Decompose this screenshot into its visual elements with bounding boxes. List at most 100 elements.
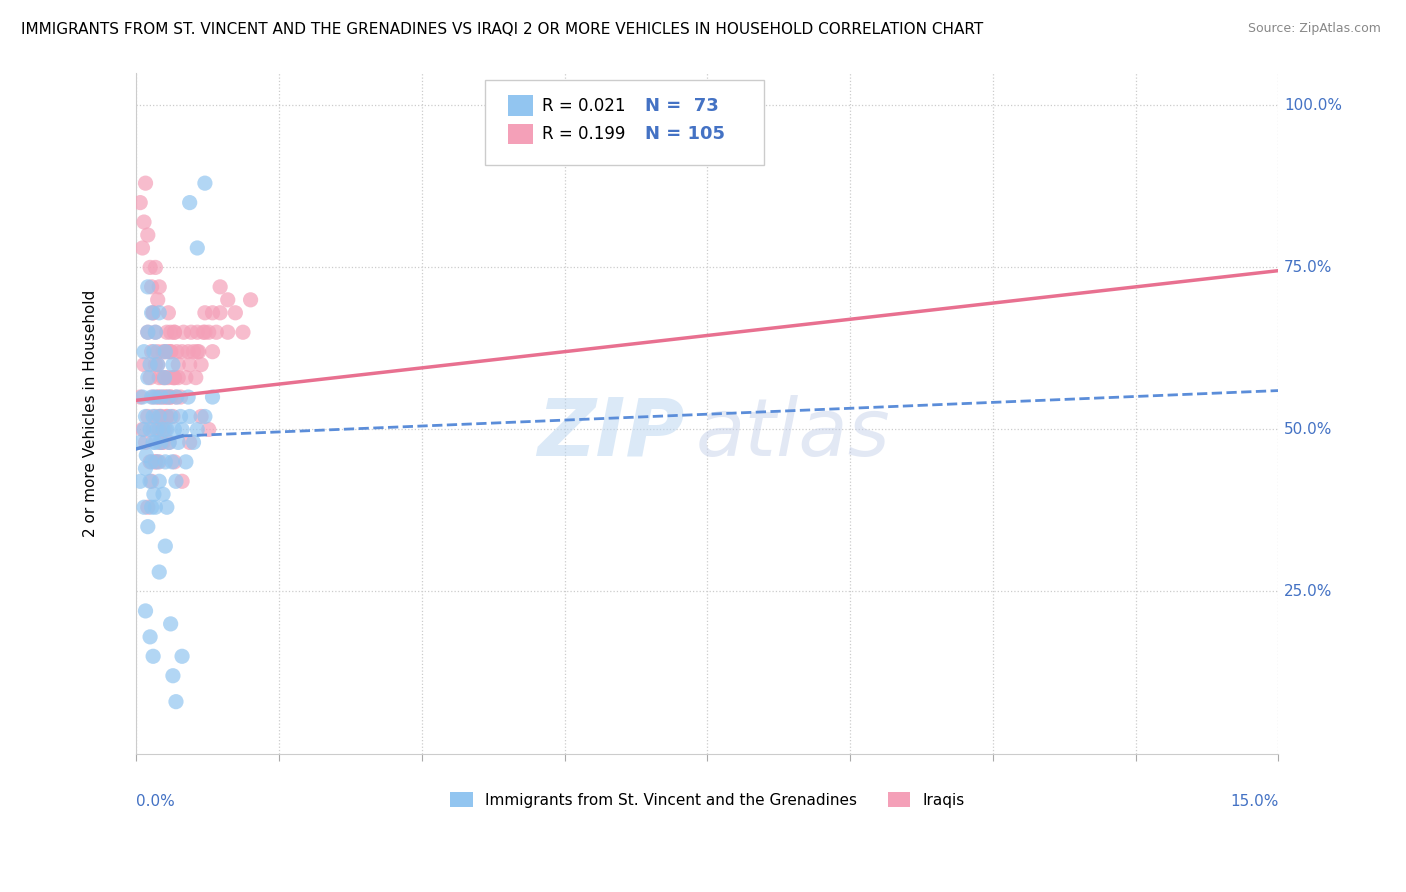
Point bbox=[142, 422, 165, 436]
Point bbox=[146, 358, 169, 372]
Point bbox=[157, 370, 180, 384]
Point bbox=[135, 409, 157, 424]
Text: 75.0%: 75.0% bbox=[1284, 260, 1333, 275]
Point bbox=[145, 500, 167, 515]
FancyBboxPatch shape bbox=[508, 124, 533, 145]
Point bbox=[190, 409, 212, 424]
Point bbox=[209, 306, 232, 320]
Point bbox=[136, 409, 159, 424]
FancyBboxPatch shape bbox=[485, 79, 765, 165]
Text: 15.0%: 15.0% bbox=[1230, 795, 1278, 809]
Point bbox=[145, 409, 167, 424]
Point bbox=[146, 455, 169, 469]
Point bbox=[190, 358, 212, 372]
Point bbox=[166, 390, 188, 404]
Point bbox=[209, 280, 232, 294]
Point bbox=[156, 409, 179, 424]
Point bbox=[149, 435, 172, 450]
Point bbox=[156, 390, 179, 404]
Text: 100.0%: 100.0% bbox=[1284, 98, 1343, 113]
Point bbox=[145, 455, 167, 469]
Point bbox=[187, 344, 209, 359]
Point bbox=[148, 280, 170, 294]
Point bbox=[142, 409, 165, 424]
Point bbox=[186, 325, 208, 339]
Point bbox=[139, 370, 162, 384]
Point bbox=[135, 461, 157, 475]
Point bbox=[157, 390, 180, 404]
Point bbox=[142, 435, 165, 450]
Point bbox=[145, 358, 167, 372]
Point bbox=[194, 409, 217, 424]
Point bbox=[139, 455, 162, 469]
Point bbox=[142, 306, 165, 320]
Point bbox=[155, 344, 177, 359]
Point bbox=[155, 422, 177, 436]
Point bbox=[136, 370, 159, 384]
Text: R = 0.199: R = 0.199 bbox=[541, 125, 626, 144]
Point bbox=[194, 325, 217, 339]
Point bbox=[217, 293, 239, 307]
Point bbox=[150, 390, 173, 404]
Point bbox=[141, 344, 163, 359]
Point bbox=[148, 306, 170, 320]
Point bbox=[146, 390, 169, 404]
Point bbox=[163, 325, 186, 339]
Point bbox=[165, 390, 187, 404]
Point bbox=[136, 280, 159, 294]
Text: atlas: atlas bbox=[696, 394, 890, 473]
Point bbox=[162, 370, 184, 384]
Point bbox=[135, 176, 157, 190]
Point bbox=[142, 487, 165, 501]
Point bbox=[160, 455, 183, 469]
Point bbox=[162, 358, 184, 372]
Point bbox=[153, 370, 176, 384]
Point bbox=[156, 500, 179, 515]
Point bbox=[163, 455, 186, 469]
Text: Source: ZipAtlas.com: Source: ZipAtlas.com bbox=[1247, 22, 1381, 36]
Point bbox=[177, 344, 200, 359]
Point bbox=[155, 539, 177, 553]
Point bbox=[159, 409, 181, 424]
Point bbox=[159, 344, 181, 359]
Point bbox=[169, 409, 191, 424]
Point bbox=[165, 695, 187, 709]
Point bbox=[162, 409, 184, 424]
Point bbox=[167, 435, 190, 450]
Point bbox=[152, 422, 174, 436]
Point bbox=[194, 306, 217, 320]
Point bbox=[170, 475, 193, 489]
Point bbox=[129, 475, 152, 489]
Point bbox=[186, 344, 208, 359]
Point bbox=[157, 435, 180, 450]
Point bbox=[141, 280, 163, 294]
Point bbox=[148, 370, 170, 384]
Point bbox=[139, 630, 162, 644]
Point bbox=[201, 306, 224, 320]
Point bbox=[131, 241, 153, 255]
Point bbox=[148, 435, 170, 450]
Text: R = 0.021: R = 0.021 bbox=[541, 96, 626, 115]
Point bbox=[132, 358, 155, 372]
Point bbox=[146, 293, 169, 307]
Point bbox=[142, 649, 165, 664]
Point bbox=[136, 227, 159, 242]
Point bbox=[186, 422, 208, 436]
Point bbox=[136, 325, 159, 339]
Point bbox=[149, 409, 172, 424]
Point bbox=[131, 422, 153, 436]
Point bbox=[152, 370, 174, 384]
Point bbox=[129, 435, 152, 450]
Point bbox=[166, 344, 188, 359]
Point bbox=[149, 409, 172, 424]
Text: IMMIGRANTS FROM ST. VINCENT AND THE GRENADINES VS IRAQI 2 OR MORE VEHICLES IN HO: IMMIGRANTS FROM ST. VINCENT AND THE GREN… bbox=[21, 22, 983, 37]
Point bbox=[157, 435, 180, 450]
Point bbox=[142, 306, 165, 320]
Point bbox=[197, 422, 219, 436]
Point bbox=[141, 475, 163, 489]
Point bbox=[139, 260, 162, 275]
Point bbox=[174, 455, 197, 469]
Point bbox=[148, 565, 170, 579]
Point bbox=[186, 241, 208, 255]
Point bbox=[159, 390, 181, 404]
